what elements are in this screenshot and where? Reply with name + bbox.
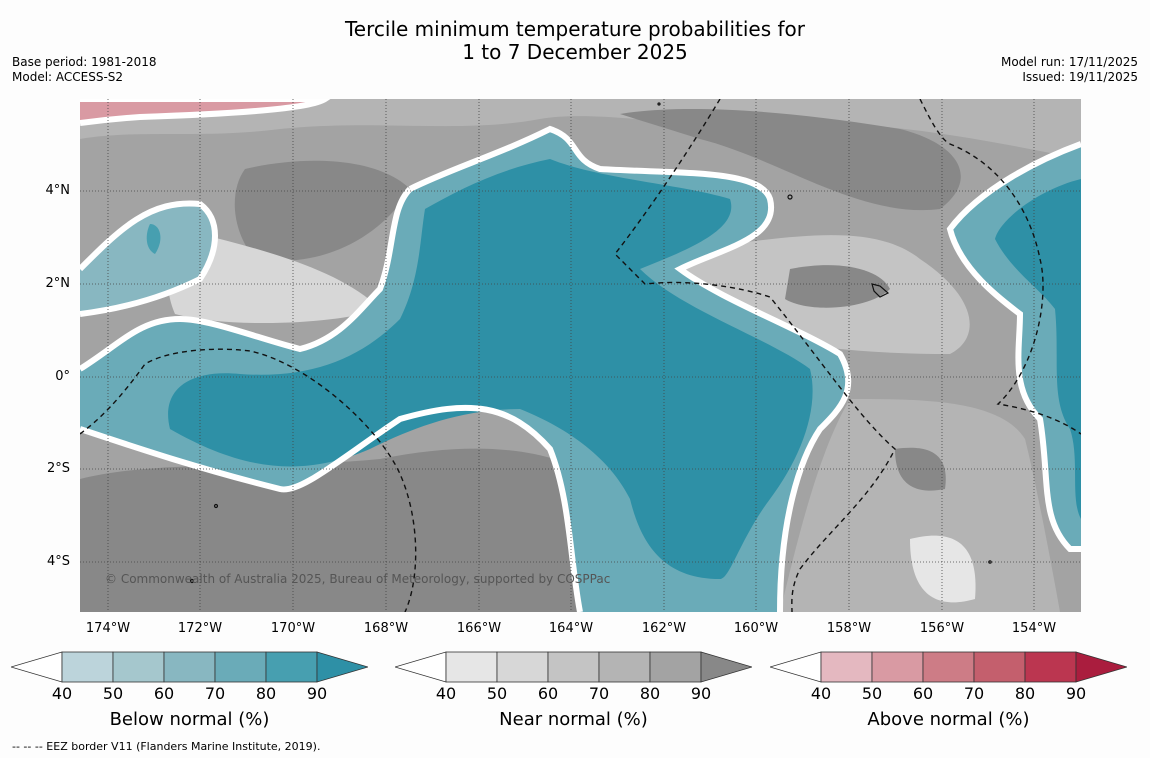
copyright-notice: © Commonwealth of Australia 2025, Bureau…: [105, 572, 611, 586]
lat-label: 2°S: [46, 461, 70, 476]
near-low-region: [168, 234, 380, 324]
contour-40: [80, 186, 413, 372]
lon-label: 164°W: [548, 621, 594, 636]
colorbar-tick: 80: [255, 684, 277, 703]
base-period: Base period: 1981-2018: [12, 55, 157, 69]
eez-footnote: -- -- -- EEZ border V11 (Flanders Marine…: [12, 740, 321, 753]
near-band: [80, 99, 1081, 159]
lon-label: 162°W: [641, 621, 687, 636]
colorbar-tick: 90: [1065, 684, 1087, 703]
colorbar-tick: 60: [537, 684, 559, 703]
colorbar-tick: 50: [102, 684, 124, 703]
chart-title: Tercile minimum temperature probabilitie…: [0, 18, 1150, 64]
colorbar-label-below: Below normal (%): [109, 709, 270, 730]
colorbar-cell: [1024, 651, 1077, 683]
lon-label: 168°W: [363, 621, 409, 636]
colorbar-cell: [1075, 651, 1127, 683]
colorbar-tick: 70: [588, 684, 610, 703]
colorbar-cell: [316, 651, 368, 683]
near-low-region: [910, 535, 976, 603]
lon-label: 166°W: [456, 621, 502, 636]
probability-map: © Commonwealth of Australia 2025, Bureau…: [80, 99, 1081, 612]
below-normal-core: [146, 224, 161, 254]
colorbar-cell: [61, 651, 114, 683]
colorbar-cell: [973, 651, 1026, 683]
near-high-region: [234, 160, 410, 261]
colorbar-cell: [922, 651, 975, 683]
island-outline: [189, 102, 992, 584]
colorbar-cell: [11, 651, 63, 683]
colorbar-label-near: Near normal (%): [499, 709, 648, 730]
below-normal-core: [168, 159, 813, 579]
lat-label: 0°: [55, 369, 70, 384]
eez-border: [80, 99, 1081, 612]
title-line-2: 1 to 7 December 2025: [462, 40, 688, 64]
near-region: [780, 399, 1060, 612]
colorbar-tick: 40: [51, 684, 73, 703]
below-normal-core: [995, 179, 1081, 519]
lon-label: 156°W: [919, 621, 965, 636]
colorbar-cell: [265, 651, 318, 683]
colorbar-cell: [496, 651, 549, 683]
colorbar-cell: [598, 651, 651, 683]
colorbar-above: [770, 651, 1127, 683]
colorbar-below: [11, 651, 368, 683]
lat-label: 4°N: [45, 183, 71, 198]
model-name: Model: ACCESS-S2: [12, 70, 124, 84]
issued-date: Issued: 19/11/2025: [1022, 70, 1138, 84]
colorbar-near: [395, 651, 752, 683]
colorbar-tick: 60: [912, 684, 934, 703]
colorbar-cell: [871, 651, 924, 683]
contour-40: [80, 404, 583, 612]
lon-label: 170°W: [270, 621, 316, 636]
colorbar-tick: 90: [690, 684, 712, 703]
colorbar-cell: [395, 651, 447, 683]
colorbar-tick: 50: [486, 684, 508, 703]
colorbar-tick: 80: [639, 684, 661, 703]
colorbar-cell: [649, 651, 702, 683]
near-high-region: [620, 109, 961, 211]
colorbar-tick: 50: [861, 684, 883, 703]
colorbar-cell: [770, 651, 822, 683]
map-svg: [80, 99, 1081, 612]
colorbar-cell: [163, 651, 216, 683]
colorbar-tick: 70: [963, 684, 985, 703]
colorbar-cell: [547, 651, 600, 683]
colorbar-tick: 40: [435, 684, 457, 703]
colorbar-label-above: Above normal (%): [867, 709, 1030, 730]
lon-label: 160°W: [733, 621, 779, 636]
contour-40: [80, 200, 218, 317]
title-line-1: Tercile minimum temperature probabilitie…: [344, 17, 806, 41]
lat-label: 4°S: [46, 554, 70, 569]
contour-40: [80, 99, 331, 126]
colorbar-cell: [445, 651, 498, 683]
colorbar-tick: 40: [810, 684, 832, 703]
colorbar-tick: 90: [306, 684, 328, 703]
above-normal-region: [80, 99, 325, 123]
model-info: Base period: 1981-2018 Model: ACCESS-S2: [12, 55, 157, 85]
colorbar-cell: [112, 651, 165, 683]
graticule: [80, 190, 1081, 563]
model-run: Model run: 17/11/2025: [1000, 55, 1138, 69]
colorbar-tick: 70: [204, 684, 226, 703]
colorbar-tick: 80: [1014, 684, 1036, 703]
lon-label: 154°W: [1011, 621, 1057, 636]
run-info: Model run: 17/11/2025 Issued: 19/11/2025: [1001, 55, 1138, 85]
lon-label: 158°W: [826, 621, 872, 636]
lon-label: 172°W: [177, 621, 223, 636]
near-high-region: [785, 265, 890, 308]
colorbar-cell: [214, 651, 267, 683]
lon-label: 174°W: [85, 621, 131, 636]
lat-label: 2°N: [45, 276, 71, 291]
colorbar-tick: 60: [153, 684, 175, 703]
contour-40: [408, 125, 852, 612]
near-high-region: [80, 448, 609, 612]
colorbar-cell: [700, 651, 752, 683]
colorbar-cell: [820, 651, 873, 683]
